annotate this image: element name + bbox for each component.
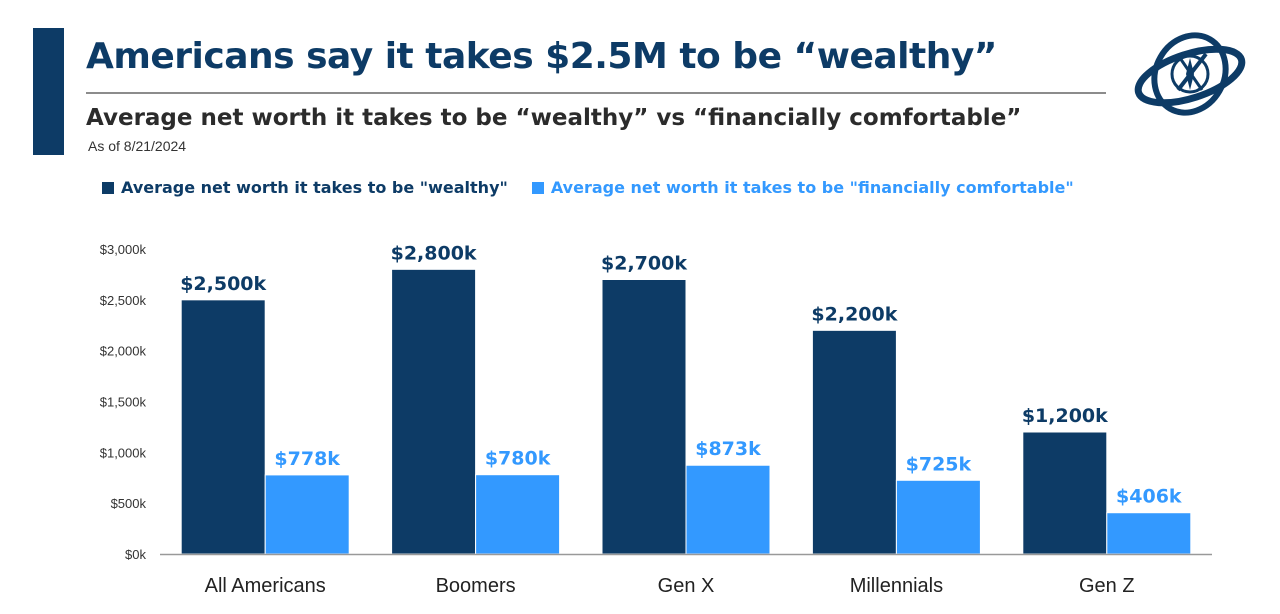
y-tick-label: $0k: [125, 547, 146, 562]
y-tick-label: $3,000k: [100, 242, 147, 257]
title-divider: [86, 92, 1106, 94]
legend-label-comfortable: Average net worth it takes to be "financ…: [550, 178, 1074, 197]
bar-comfortable: [475, 474, 561, 555]
data-label-wealthy: $1,200k: [1022, 405, 1108, 427]
y-tick-label: $500k: [111, 496, 147, 511]
chart-legend: Average net worth it takes to be "wealth…: [102, 178, 1098, 197]
data-label-comfortable: $780k: [485, 448, 551, 470]
as-of-date: As of 8/21/2024: [88, 138, 187, 154]
data-label-wealthy: $2,200k: [811, 303, 897, 325]
y-axis-labels: $0k $500k $1,000k $1,500k $2,000k $2,500k $3,0…: [100, 242, 147, 562]
bar-comfortable: [264, 474, 350, 555]
bar-wealthy: [811, 329, 897, 555]
legend-item-comfortable: Average net worth it takes to be "financ…: [531, 178, 1074, 197]
y-tick-label: $2,000k: [100, 344, 147, 359]
legend-label-wealthy: Average net worth it takes to be "wealth…: [121, 178, 508, 197]
bar-comfortable: [1106, 512, 1192, 555]
chart-title: Americans say it takes $2.5M to be “weal…: [86, 36, 997, 77]
data-label-wealthy: $2,500k: [180, 273, 266, 295]
data-label-comfortable: $725k: [906, 453, 972, 475]
legend-swatch-comfortable: [531, 181, 544, 194]
data-label-wealthy: $2,700k: [601, 253, 687, 275]
compass-globe-logo-icon: [1134, 32, 1246, 116]
x-category-label: Boomers: [436, 575, 516, 597]
data-label-comfortable: $406k: [1116, 486, 1182, 508]
category-labels: All Americans Boomers Gen X Millennials Gen …: [205, 575, 1135, 597]
value-labels: $2,500k $778k $2,800k $780k $2,700k $873k $2,2…: [180, 242, 1182, 507]
chart-subtitle: Average net worth it takes to be “wealth…: [86, 105, 1022, 131]
bars: [180, 268, 1192, 555]
bar-wealthy: [180, 299, 266, 555]
legend-swatch-wealthy: [102, 181, 114, 194]
x-category-label: Gen Z: [1079, 575, 1135, 597]
data-label-comfortable: $873k: [695, 438, 761, 460]
accent-bar: [33, 28, 64, 155]
x-category-label: Gen X: [658, 575, 715, 597]
data-label-wealthy: $2,800k: [391, 242, 477, 264]
bar-wealthy: [601, 279, 687, 555]
bar-comfortable: [895, 479, 981, 555]
data-label-comfortable: $778k: [274, 448, 340, 470]
y-tick-label: $1,500k: [100, 395, 147, 410]
bar-comfortable: [685, 464, 771, 555]
x-category-label: All Americans: [205, 575, 326, 597]
bar-wealthy: [1022, 431, 1108, 555]
y-tick-label: $2,500k: [100, 293, 147, 308]
legend-item-wealthy: Average net worth it takes to be "wealth…: [102, 178, 508, 197]
y-tick-label: $1,000k: [100, 445, 147, 460]
bar-wealthy: [391, 268, 477, 555]
x-category-label: Millennials: [850, 575, 943, 597]
